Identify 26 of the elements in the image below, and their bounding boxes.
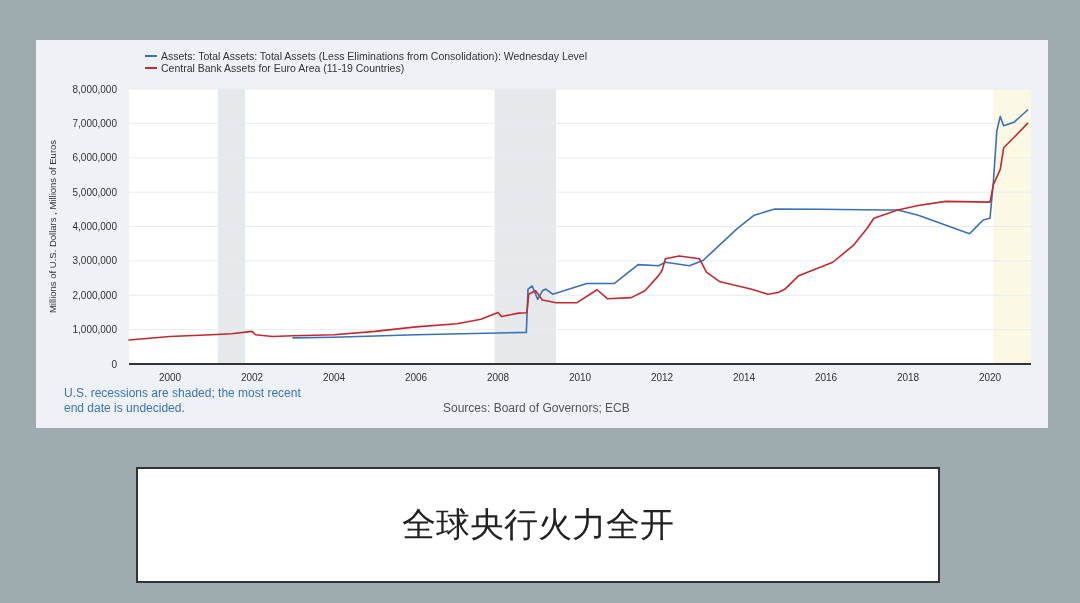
x-tick-label: 2002 bbox=[240, 372, 264, 383]
y-tick-label: 1,000,000 bbox=[72, 324, 118, 336]
x-tick-label: 2014 bbox=[732, 372, 756, 383]
x-tick-label: 2010 bbox=[568, 372, 592, 383]
text: 全球央行火力全开 bbox=[136, 467, 940, 583]
y-tick-label: 7,000,000 bbox=[72, 117, 118, 129]
x-tick-label: 2004 bbox=[322, 372, 346, 383]
text: U.S. recessions are shaded; the most recent end date is undecided. bbox=[64, 386, 302, 416]
x-tick-label: 2008 bbox=[486, 372, 510, 383]
y-tick-label: 0 bbox=[111, 358, 118, 370]
x-tick-label: 2018 bbox=[896, 372, 920, 383]
source-note: Sources: Board of Governors; ECB bbox=[443, 401, 630, 415]
legend-label: Central Bank Assets for Euro Area (11-19 Countries) bbox=[161, 61, 405, 74]
y-tick-label: 5,000,000 bbox=[72, 186, 118, 198]
y-tick-label: 4,000,000 bbox=[72, 221, 118, 232]
x-tick-label: 2016 bbox=[814, 372, 838, 383]
x-tick-label: 2000 bbox=[158, 372, 182, 383]
y-tick-label: 3,000,000 bbox=[72, 255, 118, 267]
x-tick-label: 2020 bbox=[978, 372, 1002, 383]
x-tick-label: 2012 bbox=[650, 372, 674, 383]
x-tick-label: 2006 bbox=[404, 372, 428, 383]
y-tick-label: 8,000,000 bbox=[72, 83, 118, 95]
legend-label: Assets: Total Assets: Total Assets (Less Eliminations from Consolidation): Wednesday Level bbox=[161, 49, 588, 62]
y-axis-title: Millions of U.S. Dollars , Millions of Euros bbox=[47, 139, 58, 314]
y-tick-label: 2,000,000 bbox=[72, 289, 118, 301]
y-tick-label: 6,000,000 bbox=[72, 152, 118, 164]
